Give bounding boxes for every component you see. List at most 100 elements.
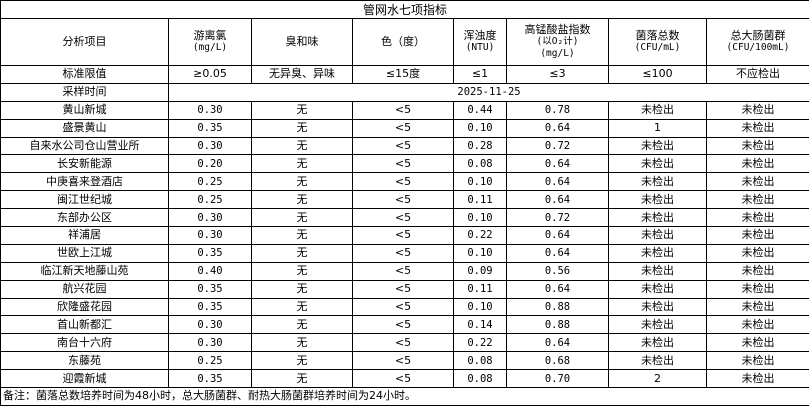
value-cell: 未检出 (608, 226, 707, 245)
value-cell: 0.64 (506, 333, 609, 353)
value-cell: 0.64 (506, 172, 609, 192)
column-header-unit: (以O₂计) (536, 36, 579, 47)
site-name-cell: 祥浦居 (0, 226, 169, 245)
note-row: 备注：菌落总数培养时间为48小时，总大肠菌群、耐热大肠菌群培养时间为24小时。 (0, 387, 809, 406)
value-cell: 0.78 (506, 100, 609, 120)
value-cell: 0.30 (168, 208, 252, 228)
value-cell: 0.25 (168, 190, 252, 210)
value-cell: <5 (352, 118, 454, 138)
value-cell: 未检出 (608, 261, 707, 281)
site-name-cell: 欣隆盛花园 (0, 297, 169, 317)
value-cell: <5 (352, 172, 454, 192)
column-header-label: 游离氯 (193, 29, 227, 42)
column-header: 游离氯 (mg/L) (168, 18, 252, 66)
standard-limit-cell: ≤3 (506, 65, 609, 84)
value-cell: 0.64 (506, 118, 609, 138)
table-row: 首山新都汇 0.30 无 <5 0.14 0.88 未检出 未检出 (0, 315, 809, 335)
value-cell: 0.30 (168, 100, 252, 120)
site-name-cell: 自来水公司仓山营业所 (0, 136, 169, 156)
table-row: 黄山新城 0.30 无 <5 0.44 0.78 未检出 未检出 (0, 100, 809, 120)
site-name-cell: 首山新都汇 (0, 315, 169, 335)
value-cell: 0.25 (168, 351, 252, 371)
column-header: 高锰酸盐指数 (以O₂计) (mg/L) (506, 18, 609, 66)
value-cell: 无 (251, 226, 353, 245)
value-cell: 0.10 (453, 172, 507, 192)
value-cell: 0.11 (453, 190, 507, 210)
standard-limit-cell: 标准限值 (0, 65, 169, 84)
standard-limit-cell: ≥0.05 (168, 65, 252, 84)
site-name-cell: 世欧上江城 (0, 243, 169, 263)
value-cell: 无 (251, 208, 353, 228)
table-row: 自来水公司仓山营业所 0.30 无 <5 0.28 0.72 未检出 未检出 (0, 136, 809, 156)
value-cell: 0.35 (168, 118, 252, 138)
column-header-unit: (NTU) (465, 42, 495, 53)
value-cell: 0.44 (453, 100, 507, 120)
value-cell: 未检出 (608, 333, 707, 353)
value-cell: 0.08 (453, 351, 507, 371)
column-header-unit: (CFU/mL) (634, 42, 681, 53)
column-header: 分析项目 (0, 18, 169, 66)
table-title: 管网水七项指标 (0, 0, 809, 19)
value-cell: 2 (608, 369, 707, 389)
table-row: 东藤苑 0.25 无 <5 0.08 0.68 未检出 未检出 (0, 351, 809, 371)
table-row: 南台十六府 0.30 无 <5 0.22 0.64 未检出 未检出 (0, 333, 809, 353)
table-row: 临江新天地藤山苑 0.40 无 <5 0.09 0.56 未检出 未检出 (0, 261, 809, 281)
value-cell: 0.70 (506, 369, 609, 389)
value-cell: <5 (352, 100, 454, 120)
value-cell: 未检出 (608, 190, 707, 210)
column-header-label: 总大肠菌群 (730, 29, 786, 42)
note-text: 备注：菌落总数培养时间为48小时，总大肠菌群、耐热大肠菌群培养时间为24小时。 (0, 387, 809, 406)
standard-limit-cell: 不应检出 (705, 65, 809, 84)
column-header-label: 高锰酸盐指数 (524, 23, 591, 36)
value-cell: 0.22 (453, 333, 507, 353)
standard-limit-row: 标准限值 ≥0.05 无异臭、异味 ≤15度 ≤1 ≤3 ≤100 不应检出 (0, 65, 809, 84)
site-name-cell: 黄山新城 (0, 100, 169, 120)
column-header-unit: (mg/L) (540, 48, 575, 59)
value-cell: 0.10 (453, 243, 507, 263)
value-cell: 无 (251, 154, 353, 174)
value-cell: <5 (352, 154, 454, 174)
value-cell: <5 (352, 279, 454, 299)
value-cell: 无 (251, 190, 353, 210)
value-cell: 0.14 (453, 315, 507, 335)
value-cell: 0.28 (453, 136, 507, 156)
table-row: 迎霞新城 0.35 无 <5 0.08 0.70 2 未检出 (0, 369, 809, 389)
value-cell: 无 (251, 261, 353, 281)
site-name-cell: 南台十六府 (0, 333, 169, 353)
value-cell: 0.35 (168, 243, 252, 263)
value-cell: 0.35 (168, 297, 252, 317)
column-header: 浑浊度 (NTU) (453, 18, 507, 66)
value-cell: 无 (251, 369, 353, 389)
column-header-unit: (CFU/100mL) (726, 42, 790, 53)
site-name-cell: 中庚喜来登酒店 (0, 172, 169, 192)
value-cell: 无 (251, 279, 353, 299)
site-name-cell: 东部办公区 (0, 208, 169, 228)
value-cell: 未检出 (705, 297, 809, 317)
value-cell: 0.68 (506, 351, 609, 371)
value-cell: <5 (352, 333, 454, 353)
value-cell: 0.64 (506, 226, 609, 245)
value-cell: 0.88 (506, 297, 609, 317)
value-cell: 未检出 (608, 154, 707, 174)
table-row: 中庚喜来登酒店 0.25 无 <5 0.10 0.64 未检出 未检出 (0, 172, 809, 192)
value-cell: 0.64 (506, 279, 609, 299)
value-cell: <5 (352, 261, 454, 281)
standard-limit-cell: ≤100 (608, 65, 707, 84)
value-cell: 0.10 (453, 208, 507, 228)
column-header-label: 色（度） (381, 35, 425, 48)
column-header: 菌落总数 (CFU/mL) (608, 18, 707, 66)
value-cell: <5 (352, 243, 454, 263)
value-cell: 未检出 (705, 208, 809, 228)
value-cell: 0.30 (168, 315, 252, 335)
table-row: 欣隆盛花园 0.35 无 <5 0.10 0.88 未检出 未检出 (0, 297, 809, 317)
value-cell: 未检出 (705, 315, 809, 335)
table-row: 祥浦居 0.30 无 <5 0.22 0.64 未检出 未检出 (0, 226, 809, 245)
value-cell: 无 (251, 333, 353, 353)
value-cell: 0.72 (506, 136, 609, 156)
value-cell: 0.64 (506, 243, 609, 263)
value-cell: 未检出 (608, 136, 707, 156)
value-cell: 无 (251, 136, 353, 156)
value-cell: 未检出 (705, 261, 809, 281)
table-row: 东部办公区 0.30 无 <5 0.10 0.72 未检出 未检出 (0, 208, 809, 228)
